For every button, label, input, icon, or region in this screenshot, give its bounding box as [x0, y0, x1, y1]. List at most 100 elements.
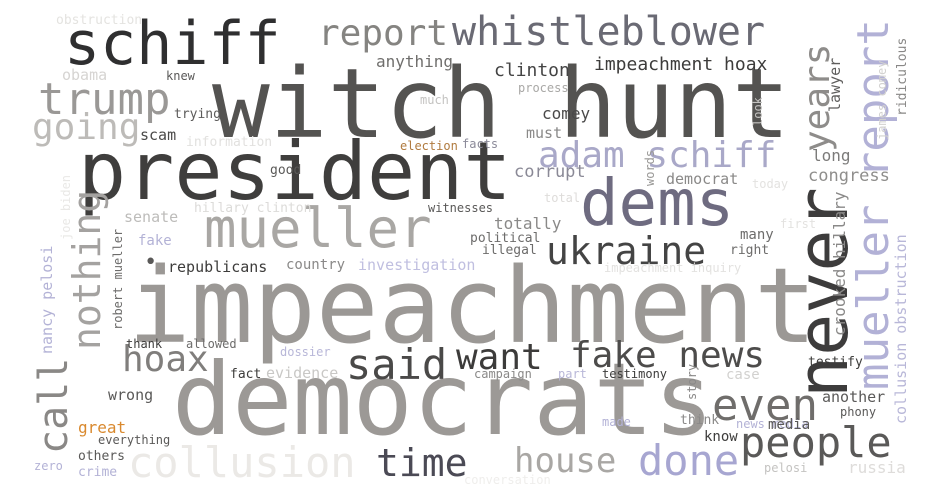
word-comey: comey — [542, 104, 591, 123]
word-thank: thank — [126, 337, 163, 351]
word-anything: anything — [376, 52, 454, 71]
word-nancy-pelosi: nancy pelosi — [38, 245, 56, 354]
word-story: story — [685, 363, 699, 400]
word-fake: fake — [138, 233, 172, 249]
word-must: must — [526, 124, 563, 142]
word-impeachment: impeachment — [128, 245, 817, 367]
word-impeachment-inquiry: impeachment inquiry — [604, 261, 742, 275]
word-president: president — [78, 125, 512, 218]
word-even: even — [712, 380, 818, 431]
word-ridiculous: ridiculous — [895, 37, 910, 116]
word-hillary-clinton: hillary clinton — [194, 201, 312, 216]
word-total: total — [544, 191, 581, 205]
word-hoax: hoax — [122, 339, 209, 380]
word-zero: zero — [34, 459, 63, 473]
word-robert-mueller: robert mueller — [111, 228, 125, 330]
word-many: many — [740, 227, 774, 243]
word-great: great — [78, 418, 127, 437]
word-done: done — [638, 436, 740, 485]
word-others: others — [78, 449, 125, 464]
word-totally: totally — [494, 214, 562, 233]
word-another: another — [822, 388, 886, 406]
word-want: want — [456, 337, 543, 378]
word-good: good — [270, 163, 302, 178]
word-crime: crime — [78, 465, 118, 480]
word-information: information — [186, 135, 273, 150]
word-made: made — [602, 415, 631, 429]
word-lawyer: lawyer — [826, 57, 844, 112]
word-campaign: campaign — [474, 367, 532, 381]
word-whistleblower: whistleblower — [452, 9, 766, 55]
word-much: much — [420, 93, 449, 107]
word-facts: facts — [462, 137, 499, 151]
word-fact: fact — [230, 367, 262, 382]
word-obama: obama — [62, 66, 108, 84]
word-wrong: wrong — [108, 386, 154, 404]
word-crooked-hillary: crooked hillary — [830, 191, 849, 337]
word-james-comey: james comey — [875, 60, 889, 140]
word-knew: knew — [166, 69, 195, 83]
word-people: people — [740, 418, 892, 467]
word-democrats: democrats — [172, 341, 714, 458]
word-democrat: democrat — [666, 170, 739, 188]
word-conversation: conversation — [464, 473, 551, 487]
word-right: right — [730, 243, 770, 258]
word-nothing: nothing — [65, 189, 109, 350]
word-know: know — [704, 429, 738, 445]
word-media: media — [768, 417, 811, 433]
word-collusion-obstruction: collusion obstruction — [892, 234, 910, 424]
word-republicans: republicans — [168, 258, 268, 276]
word-said: said — [346, 340, 448, 389]
word-house: house — [514, 441, 617, 481]
word-testify: testify — [808, 355, 863, 370]
word-pelosi: pelosi — [764, 461, 808, 475]
word-mueller-report: mueller report — [848, 19, 899, 390]
word-collusion: collusion — [128, 438, 356, 487]
word-evidence: evidence — [266, 364, 339, 382]
word-fake-news: fake news — [570, 335, 766, 376]
word-clinton: clinton — [494, 60, 570, 81]
word-political: political — [470, 231, 541, 246]
word-part: part — [558, 367, 587, 381]
word-country: country — [286, 257, 346, 273]
word-report: report — [318, 13, 449, 54]
word-testimony: testimony — [602, 367, 668, 381]
word-time: time — [376, 441, 468, 485]
word-look: look — [751, 97, 765, 126]
word-russia: russia — [848, 458, 906, 477]
word-investigation: investigation — [358, 256, 476, 274]
word-bullet: • — [144, 250, 158, 275]
word-joe-biden: joe biden — [59, 174, 73, 240]
word-process: process — [518, 81, 569, 95]
word-long: long — [812, 146, 851, 165]
word-adam-schiff: adam schiff — [538, 135, 777, 176]
word-call: call — [31, 357, 77, 454]
word-impeachment-hoax: impeachment hoax — [594, 54, 768, 75]
word-mueller: mueller — [204, 197, 432, 260]
word-corrupt: corrupt — [514, 162, 586, 182]
word-witnesses: witnesses — [428, 201, 494, 215]
word-going: going — [32, 107, 141, 148]
word-senate: senate — [124, 208, 179, 226]
word-obstruction: obstruction — [56, 13, 143, 28]
word-news-media: news media — [736, 417, 809, 431]
word-everything: everything — [98, 433, 171, 447]
word-first: first — [780, 217, 817, 231]
word-election: election — [400, 139, 458, 153]
word-phony: phony — [840, 405, 877, 419]
word-today: today — [752, 177, 789, 191]
word-words: words — [643, 149, 657, 186]
word-dossier: dossier — [280, 345, 331, 359]
word-scam: scam — [140, 126, 177, 144]
word-ukraine: ukraine — [546, 229, 707, 273]
word-schiff: schiff — [64, 9, 281, 79]
word-congress: congress — [808, 166, 890, 186]
word-trying: trying — [174, 107, 221, 122]
word-trump: trump — [38, 74, 171, 125]
word-witch-hunt: witch hunt — [212, 48, 790, 160]
word-dems: dems — [580, 167, 735, 241]
word-illegal: illegal — [482, 243, 537, 258]
word-think: think — [680, 413, 720, 428]
word-case: case — [726, 367, 760, 383]
